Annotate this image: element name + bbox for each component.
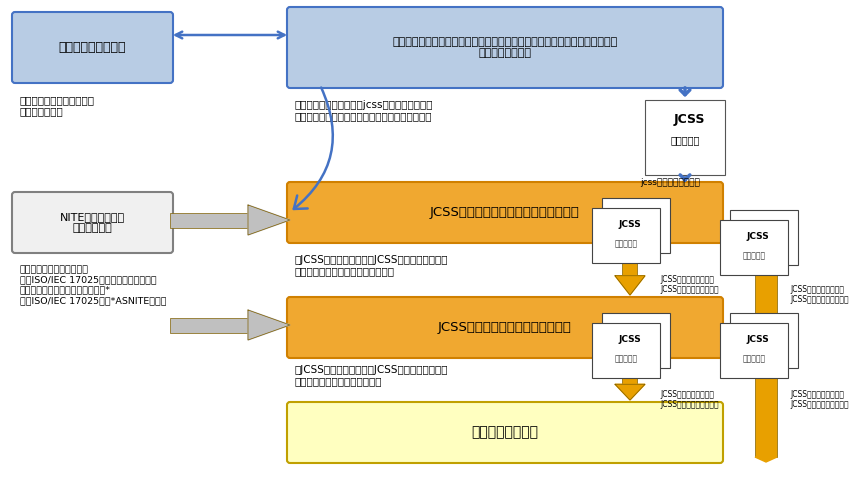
Text: ・校正事業者の審査・登録
　（ISO/IEC 17025及び計量法関連法令）
・国家計量標準機関の審査・認定*
　（ISO/IEC 17025）　*ASNITE: ・校正事業者の審査・登録 （ISO/IEC 17025及び計量法関連法令） ・国… [20,265,166,305]
Text: ・JCSS登録事業者によるJCSS校正証明書の発行
　（常用参照標準による校正）: ・JCSS登録事業者によるJCSS校正証明書の発行 （常用参照標準による校正） [295,365,448,386]
Text: jcss標章付校正証明書: jcss標章付校正証明書 [639,178,699,187]
FancyBboxPatch shape [602,198,669,253]
Polygon shape [614,384,644,400]
Text: JCSS: JCSS [672,113,704,127]
Bar [622,240,636,276]
FancyBboxPatch shape [719,323,787,378]
Text: 校正証明書: 校正証明書 [741,251,764,260]
Bar [754,240,776,355]
Polygon shape [754,457,776,462]
Text: 校正証明書: 校正証明書 [741,354,764,363]
Bar [754,370,776,457]
Polygon shape [614,276,644,295]
Bar [622,355,636,384]
Text: JCSS: JCSS [746,232,768,241]
Text: JCSS: JCSS [746,335,768,344]
FancyBboxPatch shape [286,182,722,243]
FancyBboxPatch shape [729,210,797,265]
Polygon shape [754,355,776,370]
Text: 国立研究開発法人産業技術総合研究所、日本電気計器検定所、指定校正機関
（国家計量標準）: 国立研究開発法人産業技術総合研究所、日本電気計器検定所、指定校正機関 （国家計量… [392,36,617,58]
Text: JCSS: JCSS [630,325,648,334]
FancyBboxPatch shape [729,313,797,368]
FancyArrowPatch shape [293,87,332,209]
Text: 校正証明書: 校正証明書 [752,242,774,249]
Bar [170,317,248,333]
Text: 各国家計量標準機関: 各国家計量標準機関 [59,41,126,54]
FancyBboxPatch shape [602,313,669,368]
FancyBboxPatch shape [286,297,722,358]
FancyBboxPatch shape [12,12,173,83]
Text: NITE認定センター
（認定機関）: NITE認定センター （認定機関） [60,212,125,233]
Text: JCSS: JCSS [758,325,775,334]
FancyBboxPatch shape [644,100,724,175]
Text: 校正証明書: 校正証明書 [613,239,636,248]
Text: JCSS: JCSS [618,335,640,344]
FancyBboxPatch shape [719,220,787,275]
Text: JCSS: JCSS [618,220,640,229]
Text: JCSS登録事業者（常用参照標準）: JCSS登録事業者（常用参照標準） [438,321,572,334]
FancyBboxPatch shape [286,402,722,463]
Text: JCSS認定シンボル又は
JCSS標章付き校正証明書: JCSS認定シンボル又は JCSS標章付き校正証明書 [789,285,848,304]
Text: 校正証明書: 校正証明書 [613,354,636,363]
FancyBboxPatch shape [12,192,173,253]
Bar [170,213,248,228]
Text: JCSS: JCSS [758,222,775,231]
FancyBboxPatch shape [591,208,659,263]
FancyBboxPatch shape [591,323,659,378]
Polygon shape [248,205,290,235]
Text: JCSS認定シンボル又は
JCSS標章付き校正証明書: JCSS認定シンボル又は JCSS標章付き校正証明書 [659,390,717,409]
Text: ・国家計量標準機関同士の
　国際相互承認: ・国家計量標準機関同士の 国際相互承認 [20,95,95,117]
Polygon shape [248,310,290,340]
Text: JCSS認定シンボル又は
JCSS標章付き校正証明書: JCSS認定シンボル又は JCSS標章付き校正証明書 [789,390,848,409]
Text: 国家計量標準機関によるjcss校正証明書の発行
　（特定標準器等又は特定別標準器による校正）: 国家計量標準機関によるjcss校正証明書の発行 （特定標準器等又は特定別標準器に… [295,100,433,121]
Text: 校正証明書: 校正証明書 [625,346,646,352]
Text: 校正証明書: 校正証明書 [670,135,699,145]
Text: JCSS登録事業者（特定二次標準器等）: JCSS登録事業者（特定二次標準器等） [429,206,579,219]
Text: 校正証明書: 校正証明書 [625,230,646,237]
Text: 校正証明書: 校正証明書 [752,346,774,352]
Text: JCSS: JCSS [630,210,648,219]
Text: ユーザ（計測器）: ユーザ（計測器） [471,425,538,440]
Text: JCSS認定シンボル又は
JCSS標章付き校正証明書: JCSS認定シンボル又は JCSS標章付き校正証明書 [659,275,717,294]
FancyBboxPatch shape [286,7,722,88]
Text: ・JCSS登録事業者によるJCSS校正証明書の発行
　（特定二次標準器等による校正）: ・JCSS登録事業者によるJCSS校正証明書の発行 （特定二次標準器等による校正… [295,255,448,276]
